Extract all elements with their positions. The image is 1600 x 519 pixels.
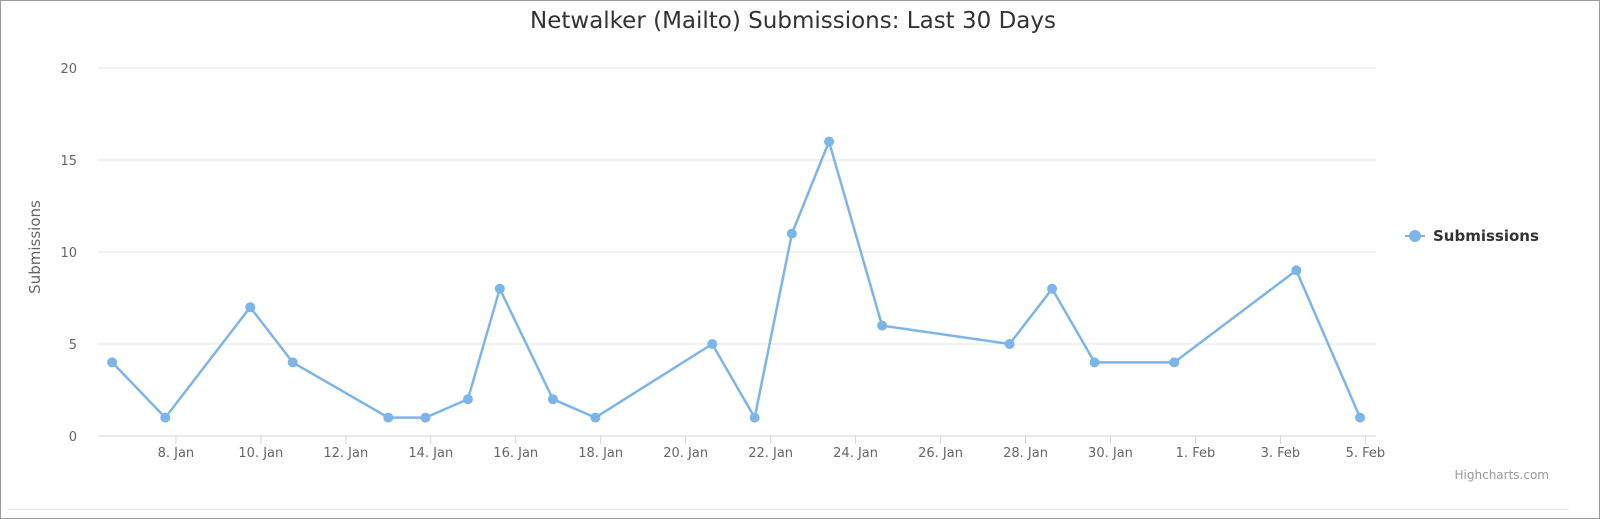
data-point[interactable]: [1089, 357, 1100, 368]
data-point[interactable]: [547, 394, 558, 405]
y-axis-label: Submissions: [26, 200, 44, 294]
data-point[interactable]: [420, 412, 431, 423]
x-tick-label: 12. Jan: [323, 446, 368, 461]
data-point[interactable]: [786, 228, 797, 239]
x-tick-label: 3. Feb: [1261, 446, 1301, 461]
x-tick-label: 26. Jan: [918, 446, 963, 461]
data-point[interactable]: [107, 357, 118, 368]
y-axis-ticks: 0 5 10 15 20: [60, 62, 77, 445]
series-submissions: [107, 136, 1366, 423]
x-tick-label: 14. Jan: [408, 446, 453, 461]
x-tick-label: 28. Jan: [1003, 446, 1048, 461]
y-tick-label: 20: [60, 62, 77, 77]
data-point[interactable]: [287, 357, 298, 368]
data-point[interactable]: [707, 339, 718, 349]
data-point[interactable]: [160, 412, 171, 423]
data-point[interactable]: [383, 412, 394, 423]
data-point[interactable]: [824, 136, 835, 147]
legend-marker: [1409, 230, 1421, 242]
legend-label: Submissions: [1433, 227, 1539, 245]
x-tick-label: 10. Jan: [238, 446, 283, 461]
legend-item-submissions[interactable]: Submissions: [1405, 227, 1539, 245]
series-line: [111, 140, 1362, 419]
x-tick-label: 16. Jan: [493, 446, 538, 461]
bottom-divider: [7, 509, 1569, 510]
data-point[interactable]: [462, 394, 473, 405]
x-tick-label: 1. Feb: [1176, 446, 1216, 461]
data-point[interactable]: [494, 283, 505, 294]
chart-title: Netwalker (Mailto) Submissions: Last 30 …: [530, 8, 1056, 34]
data-point[interactable]: [1291, 265, 1302, 276]
x-tick-label: 30. Jan: [1088, 446, 1133, 461]
data-point[interactable]: [1169, 357, 1180, 368]
y-tick-label: 5: [69, 338, 77, 353]
y-tick-label: 10: [60, 246, 77, 261]
data-point[interactable]: [1355, 412, 1366, 423]
data-point[interactable]: [245, 302, 256, 313]
x-axis-ticks: 8. Jan 10. Jan 12. Jan 14. Jan 16. Jan 18. Ja…: [158, 436, 1386, 461]
x-tick-label: 8. Jan: [158, 446, 195, 461]
x-tick-label: 5. Feb: [1346, 446, 1386, 461]
data-point[interactable]: [749, 412, 760, 423]
y-tick-label: 0: [69, 430, 77, 445]
x-tick-label: 24. Jan: [833, 446, 878, 461]
x-tick-label: 20. Jan: [663, 446, 708, 461]
data-point[interactable]: [877, 320, 888, 331]
x-tick-label: 22. Jan: [748, 446, 793, 461]
x-tick-label: 18. Jan: [578, 446, 623, 461]
data-point[interactable]: [590, 412, 601, 423]
y-tick-label: 15: [60, 154, 77, 169]
data-point[interactable]: [1047, 283, 1058, 294]
data-point[interactable]: [1004, 339, 1015, 349]
credits-link[interactable]: Highcharts.com: [1455, 468, 1549, 482]
grid-lines: [98, 67, 1376, 345]
